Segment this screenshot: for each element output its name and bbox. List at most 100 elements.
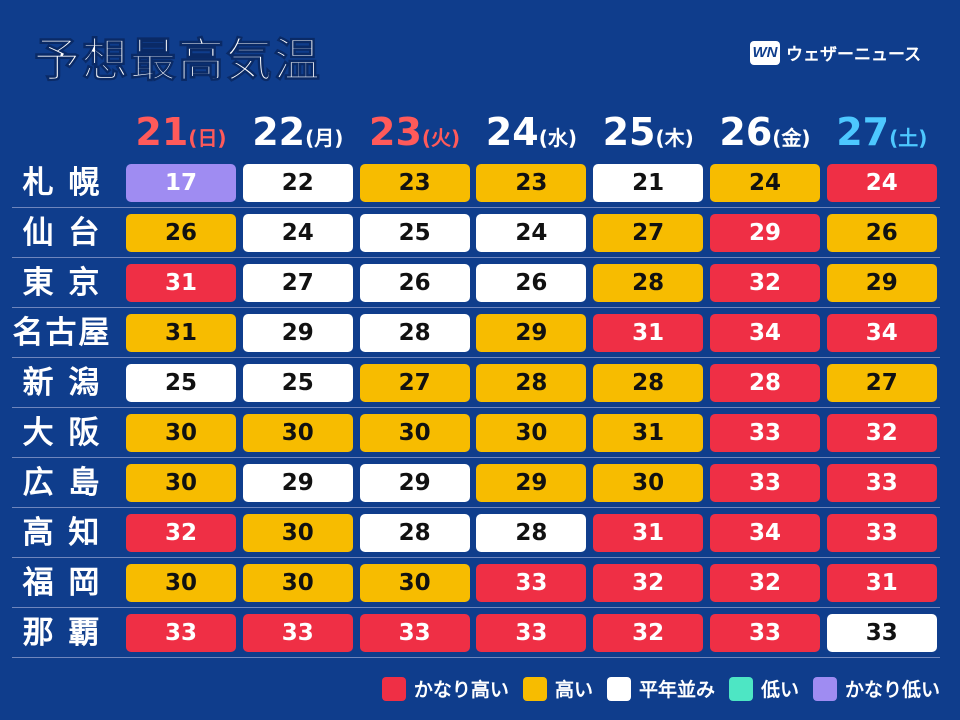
temperature-cell: 29	[359, 464, 470, 502]
row-divider	[12, 357, 940, 358]
temperature-cell: 27	[593, 214, 704, 252]
day-header: 26(金)	[708, 110, 822, 154]
temperature-cell: 32	[126, 514, 236, 552]
city-label: 名古屋	[12, 315, 112, 351]
legend-item: かなり低い	[812, 675, 940, 702]
city-label: 札 幌	[22, 165, 102, 201]
temperature-cell: 34	[826, 314, 937, 352]
day-header: 21(日)	[124, 110, 238, 154]
page-title: 予想最高気温	[34, 33, 322, 88]
row-divider	[12, 657, 940, 658]
temperature-cell: 30	[242, 564, 353, 602]
temperature-cell: 33	[826, 514, 937, 552]
temperature-cell: 33	[710, 414, 820, 452]
legend-swatch-very-low	[812, 676, 837, 701]
day-weekday: (月)	[305, 126, 344, 150]
temperature-cell: 28	[476, 364, 587, 402]
temperature-cell: 33	[710, 464, 820, 502]
day-weekday: (水)	[538, 126, 577, 150]
day-header: 24(水)	[474, 110, 588, 154]
temperature-cell: 17	[126, 164, 236, 202]
legend-label: 平年並み	[638, 679, 715, 701]
legend-item: 低い	[728, 675, 799, 702]
row-divider	[12, 407, 940, 408]
legend-swatch-normal	[606, 676, 631, 701]
temperature-cell: 33	[359, 614, 470, 652]
legend: かなり高い 高い 平年並み 低い かなり低い	[381, 675, 940, 702]
temperature-cell: 33	[710, 614, 820, 652]
legend-item: かなり高い	[381, 675, 509, 702]
brand-name: ウェザーニュース	[786, 45, 922, 65]
day-number: 22	[252, 110, 306, 154]
day-number: 26	[719, 110, 773, 154]
temperature-cell: 29	[826, 264, 937, 302]
temperature-cell: 29	[476, 314, 587, 352]
temperature-cell: 33	[242, 614, 353, 652]
temperature-cell: 28	[593, 264, 704, 302]
temperature-cell: 23	[476, 164, 587, 202]
city-label: 那 覇	[22, 615, 102, 651]
temperature-cell: 32	[593, 614, 704, 652]
temperature-cell: 22	[242, 164, 353, 202]
legend-label: かなり高い	[413, 679, 509, 701]
day-header: 27(土)	[825, 110, 939, 154]
temperature-cell: 26	[476, 264, 587, 302]
row-divider	[12, 507, 940, 508]
temperature-cell: 27	[826, 364, 937, 402]
legend-label: 低い	[760, 679, 799, 701]
temperature-cell: 26	[126, 214, 236, 252]
temperature-cell: 26	[359, 264, 470, 302]
temperature-cell: 23	[359, 164, 470, 202]
temperature-cell: 32	[710, 264, 820, 302]
temperature-cell: 29	[242, 464, 353, 502]
legend-swatch-very-high	[381, 676, 406, 701]
temperature-cell: 33	[476, 614, 587, 652]
temperature-cell: 33	[126, 614, 236, 652]
temperature-cell: 30	[126, 564, 236, 602]
temperature-cell: 27	[242, 264, 353, 302]
row-divider	[12, 457, 940, 458]
city-label: 広 島	[22, 465, 102, 501]
temperature-cell: 21	[593, 164, 704, 202]
temperature-cell: 31	[826, 564, 937, 602]
temperature-cell: 31	[126, 264, 236, 302]
temperature-cell: 31	[593, 514, 704, 552]
legend-label: かなり低い	[844, 679, 940, 701]
row-divider	[12, 257, 940, 258]
city-label: 高 知	[22, 515, 102, 551]
temperature-cell: 28	[710, 364, 820, 402]
temperature-cell: 30	[242, 514, 353, 552]
row-divider	[12, 307, 940, 308]
temperature-cell: 30	[126, 464, 236, 502]
day-weekday: (木)	[655, 126, 694, 150]
row-divider	[12, 557, 940, 558]
day-header: 23(火)	[358, 110, 472, 154]
day-header: 22(月)	[241, 110, 355, 154]
temperature-cell: 28	[359, 514, 470, 552]
temperature-cell: 32	[710, 564, 820, 602]
brand-logo: WN ウェザーニュース	[750, 40, 921, 65]
temperature-cell: 33	[476, 564, 587, 602]
row-divider	[12, 607, 940, 608]
city-label: 新 潟	[22, 365, 102, 401]
city-label: 仙 台	[22, 215, 102, 251]
temperature-cell: 30	[359, 564, 470, 602]
temperature-cell: 29	[242, 314, 353, 352]
day-weekday: (火)	[421, 126, 461, 150]
temperature-cell: 32	[826, 414, 937, 452]
temperature-cell: 28	[476, 514, 587, 552]
temperature-cell: 25	[242, 364, 353, 402]
city-label: 東 京	[22, 265, 102, 301]
row-divider	[12, 207, 940, 208]
temperature-cell: 24	[710, 164, 820, 202]
temperature-cell: 33	[826, 464, 937, 502]
temperature-cell: 28	[593, 364, 704, 402]
day-number: 21	[135, 110, 189, 154]
temperature-cell: 29	[476, 464, 587, 502]
temperature-cell: 29	[710, 214, 820, 252]
weathernews-logo-icon: WN	[750, 40, 780, 65]
day-number: 25	[602, 110, 656, 154]
temperature-cell: 24	[242, 214, 353, 252]
temperature-cell: 33	[826, 614, 937, 652]
temperature-cell: 31	[593, 414, 704, 452]
